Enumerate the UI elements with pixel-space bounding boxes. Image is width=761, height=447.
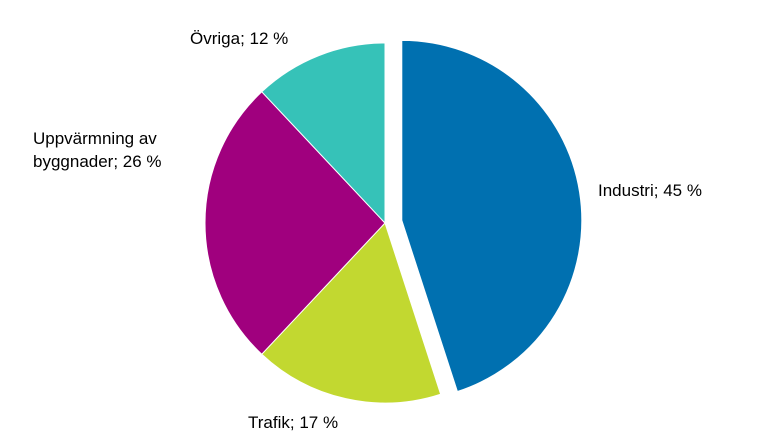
slice-label-ovriga: Övriga; 12 % bbox=[190, 29, 288, 48]
pie-slice-trafik bbox=[261, 222, 442, 404]
pie-slice-övriga bbox=[261, 42, 386, 225]
pie-slice-uppvärmning-av-byggnader bbox=[204, 91, 386, 355]
pie-slice-industri bbox=[401, 39, 583, 393]
slice-label-industri: Industri; 45 % bbox=[598, 181, 702, 200]
slice-label-uppvarmning-line2: byggnader; 26 % bbox=[33, 152, 162, 171]
slice-label-trafik: Trafik; 17 % bbox=[248, 413, 338, 432]
pie-slices bbox=[204, 39, 583, 404]
slice-label-uppvarmning-line1: Uppvärmning av bbox=[33, 129, 157, 148]
